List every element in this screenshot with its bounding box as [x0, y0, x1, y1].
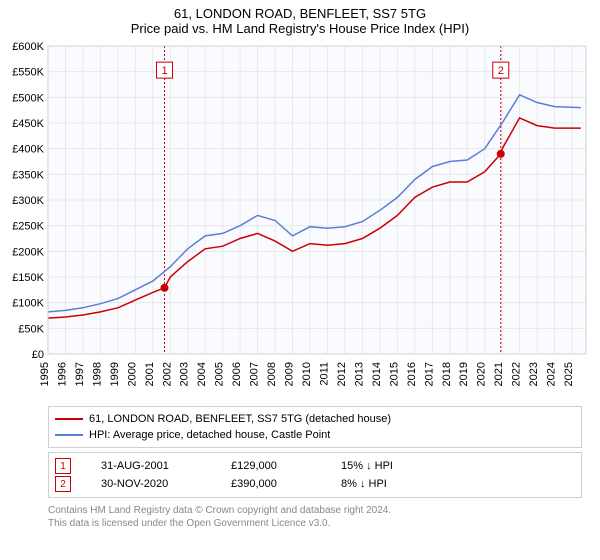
transaction-date: 30-NOV-2020	[101, 478, 201, 490]
y-tick-label: £200K	[12, 246, 44, 258]
chart-marker-number: 2	[498, 65, 504, 77]
y-tick-label: £350K	[12, 169, 44, 181]
x-tick-label: 2009	[284, 362, 296, 386]
legend-item: 61, LONDON ROAD, BENFLEET, SS7 5TG (deta…	[55, 411, 575, 427]
x-tick-label: 2010	[301, 362, 313, 386]
x-tick-label: 2000	[126, 362, 138, 386]
x-tick-label: 2015	[388, 362, 400, 386]
x-tick-label: 2016	[406, 362, 418, 386]
y-tick-label: £100K	[12, 298, 44, 310]
y-tick-label: £300K	[12, 195, 44, 207]
legend-swatch	[55, 418, 83, 420]
transactions-table: 1 31-AUG-2001 £129,000 15% ↓ HPI 2 30-NOV-202…	[48, 452, 582, 498]
transaction-diff: 15% ↓ HPI	[341, 460, 393, 472]
y-tick-label: £250K	[12, 221, 44, 233]
chart-marker-number: 1	[161, 65, 167, 77]
legend-label: 61, LONDON ROAD, BENFLEET, SS7 5TG (deta…	[89, 413, 391, 425]
transaction-marker: 1	[55, 458, 71, 474]
x-tick-label: 2002	[161, 362, 173, 386]
data-point	[497, 150, 505, 158]
x-tick-label: 2025	[563, 362, 575, 386]
x-tick-label: 2024	[546, 362, 558, 386]
y-tick-label: £450K	[12, 118, 44, 130]
x-tick-label: 2008	[266, 362, 278, 386]
transaction-price: £390,000	[231, 478, 311, 490]
legend: 61, LONDON ROAD, BENFLEET, SS7 5TG (deta…	[48, 406, 582, 448]
x-tick-label: 2022	[511, 362, 523, 386]
x-tick-label: 2003	[179, 362, 191, 386]
x-tick-label: 2004	[196, 362, 208, 386]
y-tick-label: £0	[32, 349, 44, 361]
x-tick-label: 2023	[528, 362, 540, 386]
x-tick-label: 2013	[353, 362, 365, 386]
x-tick-label: 2017	[423, 362, 435, 386]
transaction-row: 2 30-NOV-2020 £390,000 8% ↓ HPI	[55, 475, 575, 493]
transaction-row: 1 31-AUG-2001 £129,000 15% ↓ HPI	[55, 457, 575, 475]
x-tick-label: 2012	[336, 362, 348, 386]
legend-swatch	[55, 434, 83, 436]
x-tick-label: 2005	[214, 362, 226, 386]
x-tick-label: 2014	[371, 362, 383, 386]
transaction-diff: 8% ↓ HPI	[341, 478, 387, 490]
x-tick-label: 2011	[318, 362, 330, 386]
x-tick-label: 1996	[56, 362, 68, 386]
footer-line-1: Contains HM Land Registry data © Crown c…	[48, 504, 582, 517]
footer-attribution: Contains HM Land Registry data © Crown c…	[48, 504, 582, 530]
x-tick-label: 1998	[91, 362, 103, 386]
line-chart: £0 £50K £100K £150K £200K £250K £300K £350K £400…	[0, 40, 600, 400]
x-tick-label: 2007	[249, 362, 261, 386]
x-tick-label: 1999	[109, 362, 121, 386]
y-tick-label: £500K	[12, 92, 44, 104]
chart-title: 61, LONDON ROAD, BENFLEET, SS7 5TG	[0, 0, 600, 21]
x-tick-label: 2018	[441, 362, 453, 386]
y-tick-label: £400K	[12, 144, 44, 156]
chart-subtitle: Price paid vs. HM Land Registry's House …	[0, 21, 600, 40]
data-point	[161, 284, 169, 292]
y-tick-label: £600K	[12, 41, 44, 53]
y-tick-label: £50K	[18, 323, 44, 335]
x-tick-label: 2019	[458, 362, 470, 386]
x-tick-label: 1995	[39, 362, 51, 386]
y-tick-label: £550K	[12, 67, 44, 79]
x-tick-label: 1997	[74, 362, 86, 386]
transaction-date: 31-AUG-2001	[101, 460, 201, 472]
footer-line-2: This data is licensed under the Open Gov…	[48, 517, 582, 530]
legend-item: HPI: Average price, detached house, Cast…	[55, 427, 575, 443]
legend-label: HPI: Average price, detached house, Cast…	[89, 429, 330, 441]
x-tick-label: 2021	[493, 362, 505, 386]
transaction-price: £129,000	[231, 460, 311, 472]
x-tick-label: 2006	[231, 362, 243, 386]
transaction-marker: 2	[55, 476, 71, 492]
x-tick-label: 2020	[476, 362, 488, 386]
x-tick-label: 2001	[144, 362, 156, 386]
y-tick-label: £150K	[12, 272, 44, 284]
